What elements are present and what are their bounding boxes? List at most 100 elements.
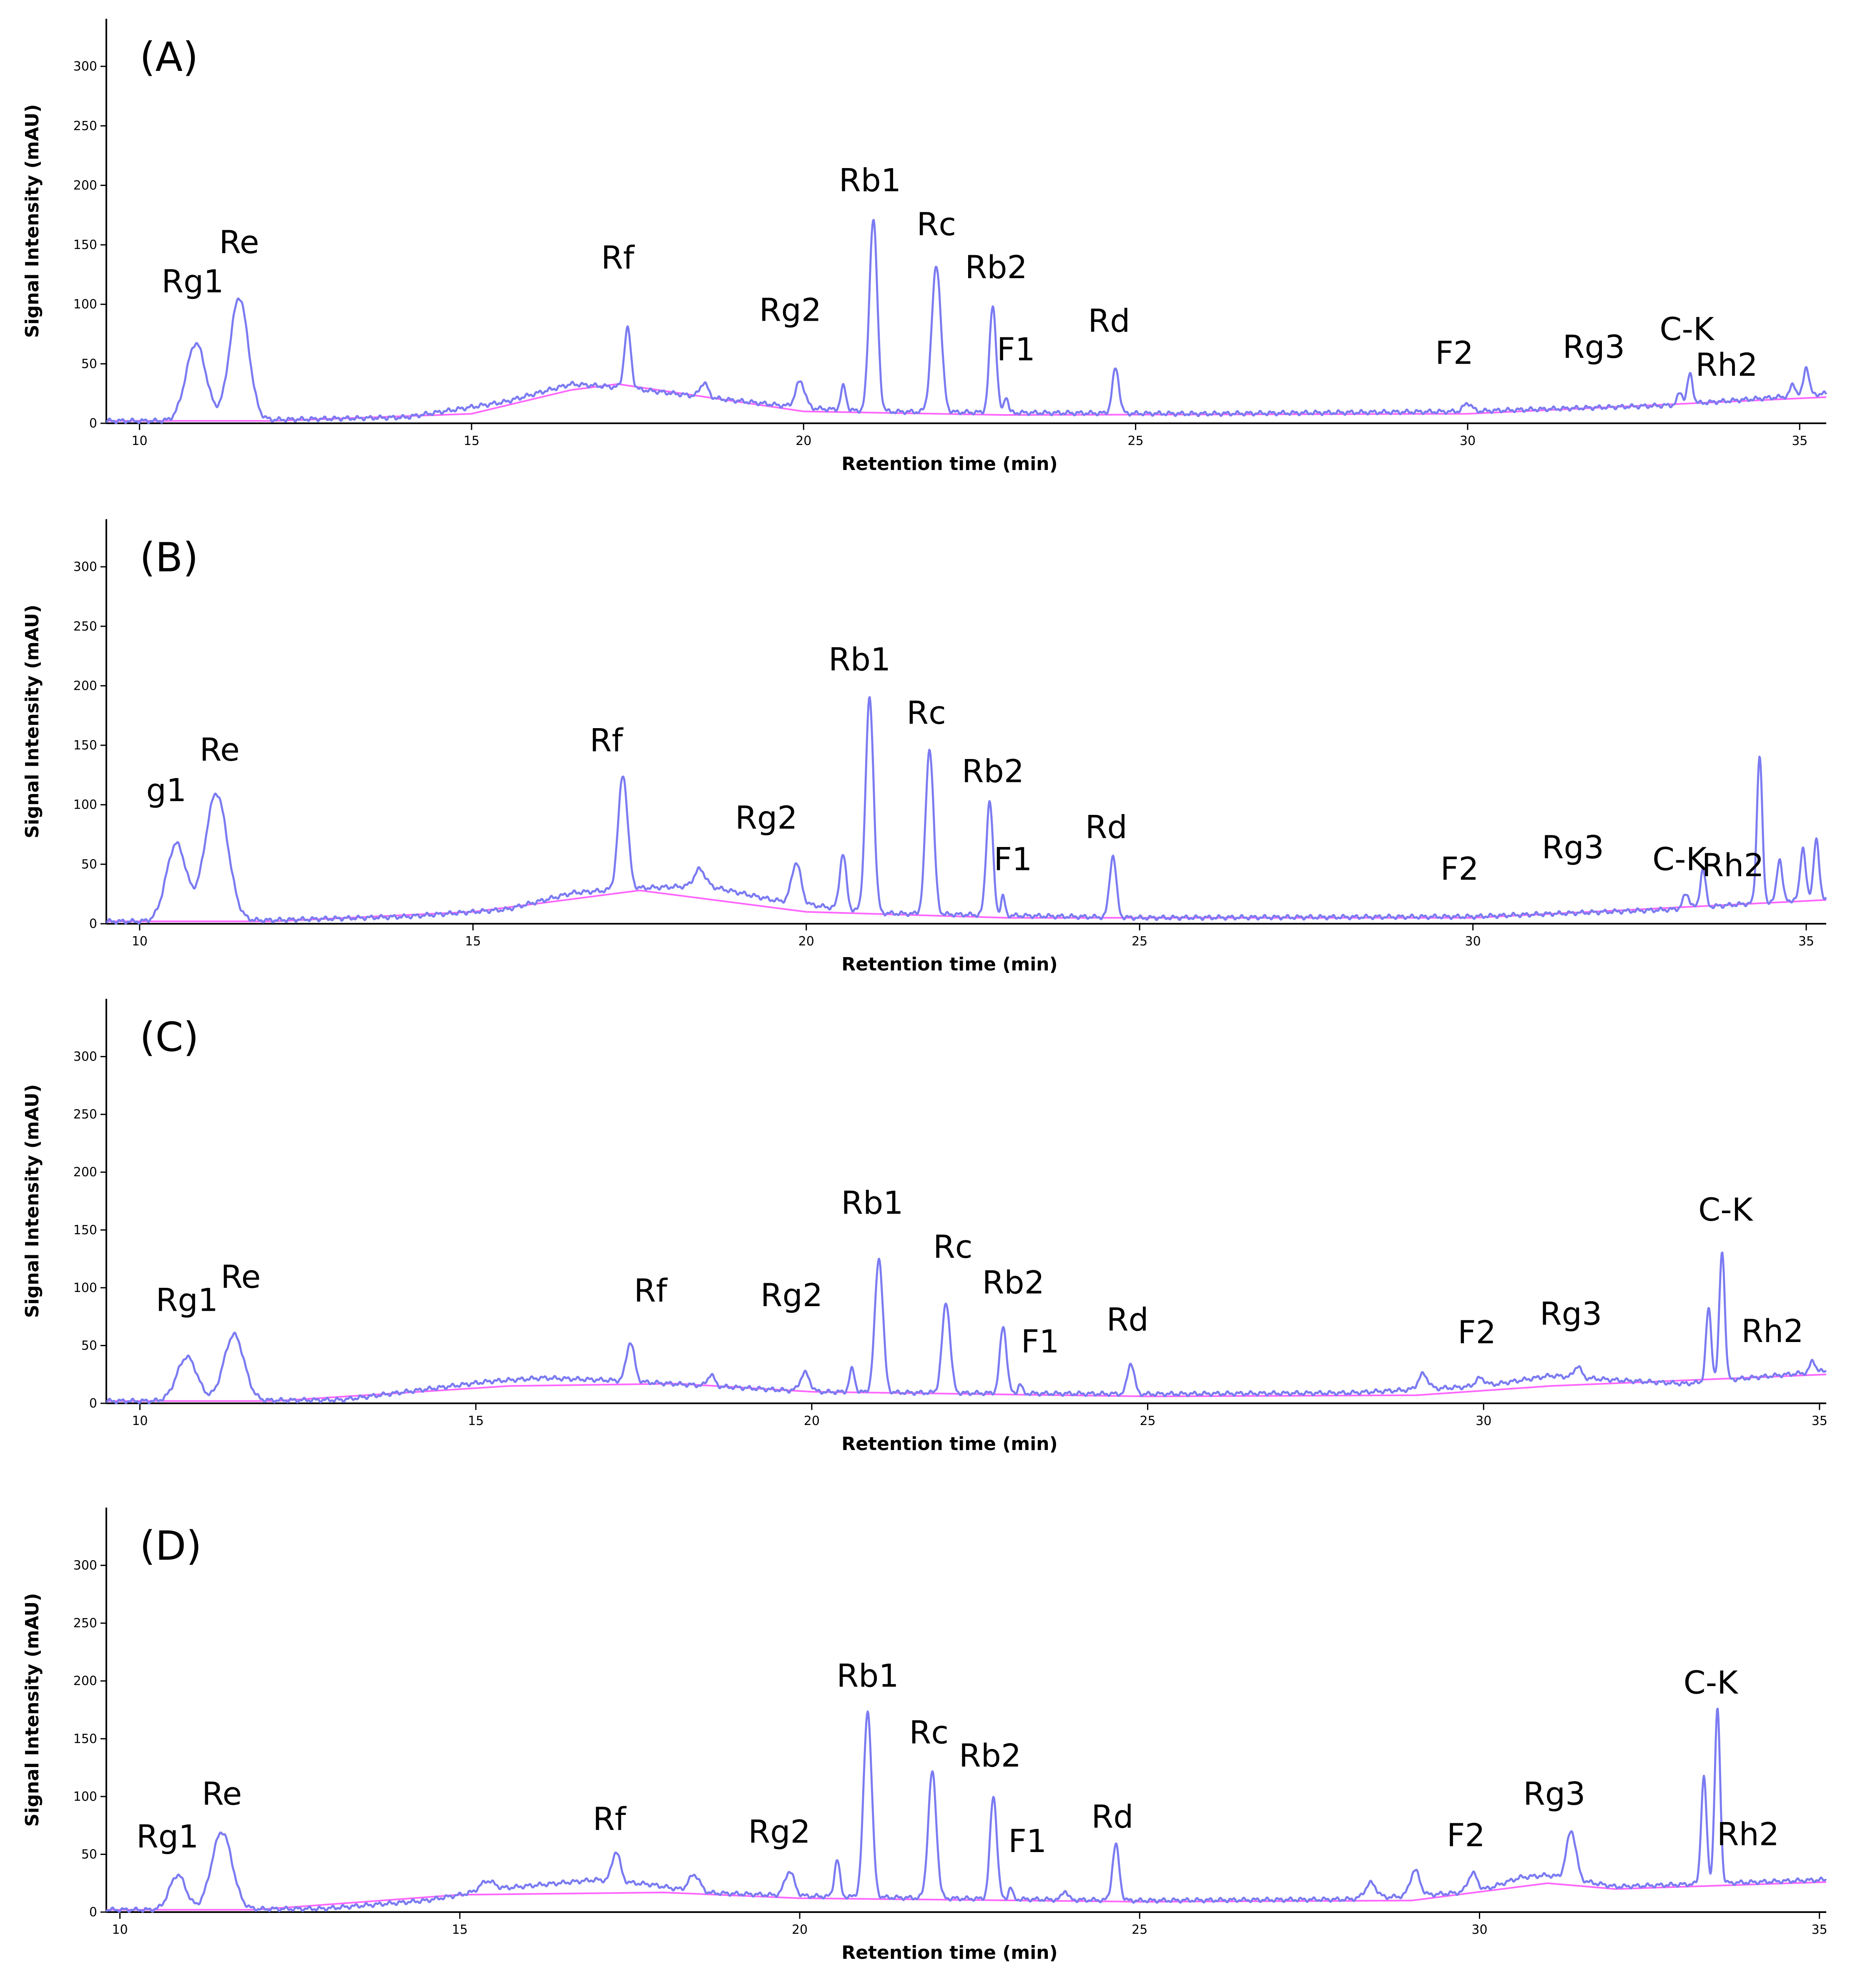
peak-label-rd: Rd bbox=[1107, 1301, 1149, 1338]
peak-label-rf: Rf bbox=[601, 239, 635, 276]
peak-label-rg3: Rg3 bbox=[1563, 328, 1625, 365]
peak-label-rg3: Rg3 bbox=[1542, 829, 1604, 866]
peak-label-rb2: Rb2 bbox=[962, 753, 1024, 790]
signal-trace bbox=[106, 219, 1827, 425]
signal-trace bbox=[105, 1707, 1827, 1913]
y-tick-label: 100 bbox=[73, 1281, 97, 1295]
y-tick-label: 100 bbox=[73, 798, 97, 812]
panel-label: (B) bbox=[140, 534, 198, 581]
x-tick-label: 30 bbox=[1465, 934, 1481, 949]
integration-baseline bbox=[106, 1373, 1827, 1402]
y-axis-title: Signal Intensity (mAU) bbox=[22, 1593, 43, 1827]
y-tick-label: 250 bbox=[73, 119, 97, 133]
x-tick-label: 20 bbox=[798, 934, 814, 949]
peak-label-rb2: Rb2 bbox=[965, 249, 1027, 286]
peak-label-rg1: Rg1 bbox=[161, 263, 223, 300]
peak-label-c-k: C-K bbox=[1684, 1664, 1739, 1701]
signal-trace bbox=[106, 696, 1827, 925]
panel-label: (D) bbox=[140, 1523, 202, 1569]
peak-label-rh2: Rh2 bbox=[1702, 847, 1764, 884]
x-axis-title: Retention time (min) bbox=[841, 1942, 1058, 1963]
y-tick-label: 300 bbox=[73, 1050, 97, 1064]
x-tick-label: 10 bbox=[112, 1923, 128, 1937]
x-axis-title: Retention time (min) bbox=[841, 954, 1058, 975]
x-tick-label: 25 bbox=[1128, 434, 1144, 448]
y-tick-label: 50 bbox=[81, 357, 97, 371]
x-tick-label: 30 bbox=[1471, 1923, 1487, 1937]
peak-label-rh2: Rh2 bbox=[1741, 1312, 1803, 1350]
panel-label: (C) bbox=[140, 1014, 199, 1061]
x-tick-label: 35 bbox=[1812, 1414, 1827, 1428]
x-tick-label: 10 bbox=[132, 434, 148, 448]
x-tick-label: 30 bbox=[1460, 434, 1476, 448]
y-tick-label: 200 bbox=[73, 679, 97, 693]
x-tick-label: 25 bbox=[1132, 1923, 1147, 1937]
peak-label-rg1: Rg1 bbox=[136, 1818, 198, 1855]
peak-label-c-k: C-K bbox=[1659, 310, 1714, 347]
y-tick-label: 250 bbox=[73, 619, 97, 634]
y-tick-label: 200 bbox=[73, 1165, 97, 1180]
integration-baseline bbox=[106, 383, 1827, 422]
x-tick-label: 25 bbox=[1132, 934, 1147, 949]
y-tick-label: 150 bbox=[73, 738, 97, 753]
y-tick-label: 100 bbox=[73, 1789, 97, 1804]
peak-label-rf: Rf bbox=[590, 721, 624, 759]
signal-trace bbox=[106, 1251, 1827, 1405]
peak-label-rb1: Rb1 bbox=[836, 1657, 899, 1694]
y-tick-label: 300 bbox=[73, 560, 97, 574]
x-axis-title: Retention time (min) bbox=[841, 1433, 1058, 1455]
peak-label-rb1: Rb1 bbox=[828, 641, 891, 678]
y-tick-label: 300 bbox=[73, 1558, 97, 1573]
peak-label-f1: F1 bbox=[994, 841, 1032, 878]
peak-label-f1: F1 bbox=[1008, 1822, 1047, 1860]
peak-label-rb1: Rb1 bbox=[841, 1184, 903, 1221]
y-axis-title: Signal Intensity (mAU) bbox=[22, 605, 43, 838]
peak-label-rc: Rc bbox=[909, 1714, 949, 1751]
peak-label-rh2: Rh2 bbox=[1717, 1815, 1779, 1852]
y-tick-label: 0 bbox=[89, 1905, 97, 1920]
peak-label-c-k: C-K bbox=[1698, 1191, 1753, 1228]
peak-label-rf: Rf bbox=[634, 1272, 668, 1309]
y-tick-label: 150 bbox=[73, 1732, 97, 1746]
peak-label-re: Re bbox=[200, 731, 240, 768]
panel-label: (A) bbox=[140, 34, 198, 80]
y-tick-label: 100 bbox=[73, 297, 97, 312]
y-tick-label: 200 bbox=[73, 1674, 97, 1689]
x-axis-title: Retention time (min) bbox=[841, 453, 1058, 475]
peak-label-rc: Rc bbox=[933, 1228, 973, 1265]
x-tick-label: 15 bbox=[464, 434, 479, 448]
peak-label-f2: F2 bbox=[1435, 334, 1473, 371]
peak-label-rb2: Rb2 bbox=[959, 1737, 1021, 1774]
peak-label-c-k: C-K bbox=[1652, 841, 1707, 878]
x-tick-label: 20 bbox=[804, 1414, 820, 1428]
y-tick-label: 250 bbox=[73, 1616, 97, 1631]
y-tick-label: 150 bbox=[73, 238, 97, 252]
peak-label-rg2: Rg2 bbox=[735, 799, 797, 836]
peak-label-f1: F1 bbox=[997, 331, 1035, 368]
peak-label-rb2: Rb2 bbox=[982, 1264, 1044, 1301]
peak-label-re: Re bbox=[202, 1775, 242, 1812]
y-tick-label: 0 bbox=[89, 416, 97, 431]
chromatogram-panel-a: 0 50 100 150 200 250 300 10 15 20 25 30 35 Retention … bbox=[22, 19, 1827, 475]
y-tick-label: 50 bbox=[81, 1338, 97, 1353]
peak-label-rd: Rd bbox=[1085, 809, 1127, 846]
peak-label-rg3: Rg3 bbox=[1523, 1775, 1585, 1812]
peak-label-rb1: Rb1 bbox=[839, 162, 901, 199]
peak-label-rg3: Rg3 bbox=[1540, 1295, 1602, 1332]
y-tick-label: 300 bbox=[73, 59, 97, 74]
x-tick-label: 25 bbox=[1140, 1414, 1155, 1428]
x-tick-label: 15 bbox=[452, 1923, 468, 1937]
y-tick-label: 0 bbox=[89, 1396, 97, 1411]
y-tick-label: 0 bbox=[89, 917, 97, 931]
y-tick-label: 50 bbox=[81, 857, 97, 872]
y-axis-title: Signal Intensity (mAU) bbox=[22, 1084, 43, 1318]
y-tick-label: 50 bbox=[81, 1847, 97, 1862]
chromatogram-panel-c: 0 50 100 150 200 250 300 10 15 20 25 30 35 Retention … bbox=[22, 999, 1827, 1455]
peak-label-f2: F2 bbox=[1458, 1314, 1496, 1351]
peak-label-rd: Rd bbox=[1088, 302, 1130, 339]
peak-label-re: Re bbox=[221, 1258, 261, 1295]
x-tick-label: 20 bbox=[792, 1923, 808, 1937]
peak-label-rf: Rf bbox=[593, 1800, 627, 1837]
x-tick-label: 15 bbox=[468, 1414, 484, 1428]
